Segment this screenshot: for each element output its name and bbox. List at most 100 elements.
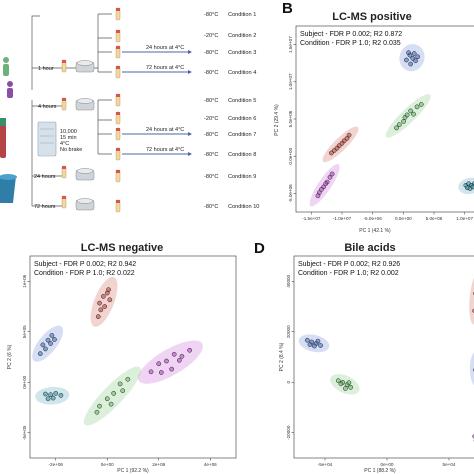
data-point [470,184,474,190]
svg-text:-80°C: -80°C [204,70,218,76]
y-tick-label: -5.0e+06 [288,184,293,203]
data-point [304,337,310,343]
svg-text:-80°C: -80°C [204,174,218,180]
data-point [45,337,51,343]
data-point [125,376,131,382]
svg-text:-80°C: -80°C [204,50,218,56]
data-point [411,51,417,56]
x-tick-label: -5.0e+06 [364,216,383,221]
cluster-ellipse [32,325,64,362]
x-tick-label: 0e+00 [381,462,394,467]
svg-text:-80°C: -80°C [204,152,218,158]
condition-list: -80°C Condition 1 -20°C Condition 2 -80°C C… [204,12,259,210]
svg-text:Condition 3: Condition 3 [228,50,256,56]
svg-text:Condition 4: Condition 4 [228,70,256,76]
y-tick-label: 0e+00 [22,375,27,388]
condition-row: -80°C Condition 5 [204,98,256,104]
condition-row: -20°C Condition 6 [204,116,256,122]
data-point [50,395,56,401]
data-point [307,342,313,347]
condition-row: -80°C Condition 4 [204,70,256,76]
data-point [413,58,418,64]
x-tick-label: 4e+06 [204,462,217,467]
sample-tube-icon [61,195,67,209]
y-tick-label: 5.0e+06 [288,110,293,127]
data-point [53,391,59,396]
plot-frame [29,255,237,459]
data-point [98,307,104,313]
panel-title: Bile acids [344,242,395,254]
data-point [411,111,416,117]
condition-row: -80°C Condition 9 [204,174,256,180]
stat-line: Subject - FDR P 0.002; R2 0.926 [298,261,400,268]
time-label-72h: 72 hours [34,204,56,210]
storage-step: 72 hours at 4°C [122,65,192,74]
svg-text:-20°C: -20°C [204,33,218,39]
data-point [108,401,114,407]
data-point [48,392,53,398]
panel-d: D Bile acids Subject - FDR P 0.002; R2 0… [254,240,474,474]
sample-tube-icon [115,169,121,183]
data-point [37,351,43,356]
data-point [156,361,162,367]
data-point [348,384,354,390]
scatter-plot: -5e+04 0e+00 5e+04 40000 20000 0 -20000 [286,272,474,467]
data-point [408,108,413,114]
sample-tube-icon [115,29,121,43]
tube-column [61,59,67,209]
storage-step: 72 hours at 4°C [122,147,192,156]
y-tick-label: 1e+06 [22,274,27,287]
data-point [43,391,48,397]
data-point [120,388,126,394]
data-point [179,353,185,359]
svg-text:Condition 5: Condition 5 [228,98,256,104]
sample-tube-icon [61,59,67,73]
stat-line: Condition - FDR P 1.0; R2 0.022 [34,270,135,277]
x-tick-label: -1.0e+07 [333,216,352,221]
data-point [58,393,64,398]
data-point [148,369,154,375]
data-point [334,145,340,151]
x-tick-label: 0.0e+00 [395,216,412,221]
data-point [315,193,321,199]
panel-title: LC-MS positive [332,11,411,23]
svg-text:Condition 8: Condition 8 [228,152,256,158]
data-point [339,140,345,146]
svg-text:Condition 2: Condition 2 [228,33,256,39]
data-point [318,343,323,348]
data-point [117,381,123,387]
data-point [404,57,409,63]
svg-text:24 hours at 4°C: 24 hours at 4°C [146,127,184,133]
cluster-ellipse [83,366,141,426]
y-tick-label: 20000 [286,325,291,338]
data-point [104,396,110,402]
cluster-ellipse [469,351,474,388]
data-point [329,150,334,156]
freezer-icon [37,121,57,157]
tube-column [115,7,121,213]
panel-letter: D [254,240,265,257]
condition-row: -80°C Condition 3 [204,50,256,56]
data-point [338,381,344,387]
sample-bag-icon [0,118,6,158]
data-point [52,337,57,342]
data-point [329,171,335,177]
data-point [97,300,102,306]
sample-tube-icon [115,7,121,21]
svg-text:-80°C: -80°C [204,204,218,210]
scatter-plot: -2e+06 0e+00 2e+06 4e+06 1e+06 5e+05 0e+00 -5e+… [22,274,217,467]
data-point [408,61,413,67]
svg-text:-20°C: -20°C [204,116,218,122]
centrifuge-icon [75,198,95,211]
centrifuge-icon [75,168,95,181]
stat-line: Condition - FDR P 1.0; R2 0.002 [298,270,399,277]
x-tick-label: 2e+06 [152,462,165,467]
centrifuge-icon [75,98,95,111]
data-point [95,314,101,319]
data-point [404,112,410,118]
data-point [344,136,350,141]
cluster-ellipse [138,340,203,384]
connector-line [97,99,112,155]
y-axis-label: PC 2 (8.4 %) [279,342,285,371]
storage-step: 24 hours at 4°C [122,127,192,136]
